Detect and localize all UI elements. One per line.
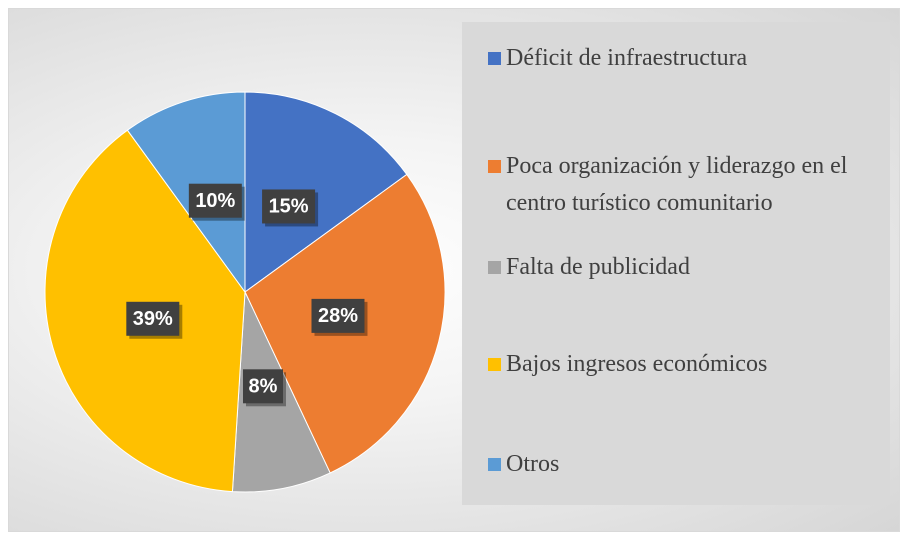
data-label: 39% bbox=[133, 308, 173, 330]
data-label-box bbox=[126, 301, 180, 336]
legend-label: Poca organización y liderazgo en el cent… bbox=[506, 153, 848, 216]
pie-slice bbox=[126, 91, 246, 294]
data-label: 28% bbox=[318, 305, 358, 327]
legend-label: Otros bbox=[506, 451, 560, 477]
data-label-box bbox=[242, 369, 283, 404]
data-label-box bbox=[311, 298, 365, 333]
legend-entry: Bajos ingresos económicos bbox=[488, 346, 878, 383]
legend-swatch bbox=[488, 160, 501, 173]
data-label: 10% bbox=[195, 190, 235, 212]
pie-slice bbox=[244, 91, 408, 293]
legend-entry: Déficit de infraestructura bbox=[488, 40, 878, 77]
legend-label: Falta de publicidad bbox=[506, 254, 690, 280]
data-label: 8% bbox=[249, 376, 278, 398]
legend-swatch bbox=[488, 52, 501, 65]
data-label: 15% bbox=[269, 196, 309, 218]
data-label-box bbox=[262, 189, 316, 224]
legend-entry: Otros bbox=[488, 446, 878, 483]
legend-entry: Falta de publicidad bbox=[488, 249, 878, 286]
legend-label: Bajos ingresos económicos bbox=[506, 351, 768, 377]
data-label-box bbox=[188, 183, 242, 218]
legend-label: Déficit de infraestructura bbox=[506, 45, 748, 71]
legend-swatch bbox=[488, 458, 501, 471]
legend-entry: Poca organización y liderazgo en el cent… bbox=[488, 148, 878, 222]
legend: Déficit de infraestructura Poca organizac… bbox=[462, 22, 890, 505]
legend-swatch bbox=[488, 261, 501, 274]
legend-swatch bbox=[488, 358, 501, 371]
